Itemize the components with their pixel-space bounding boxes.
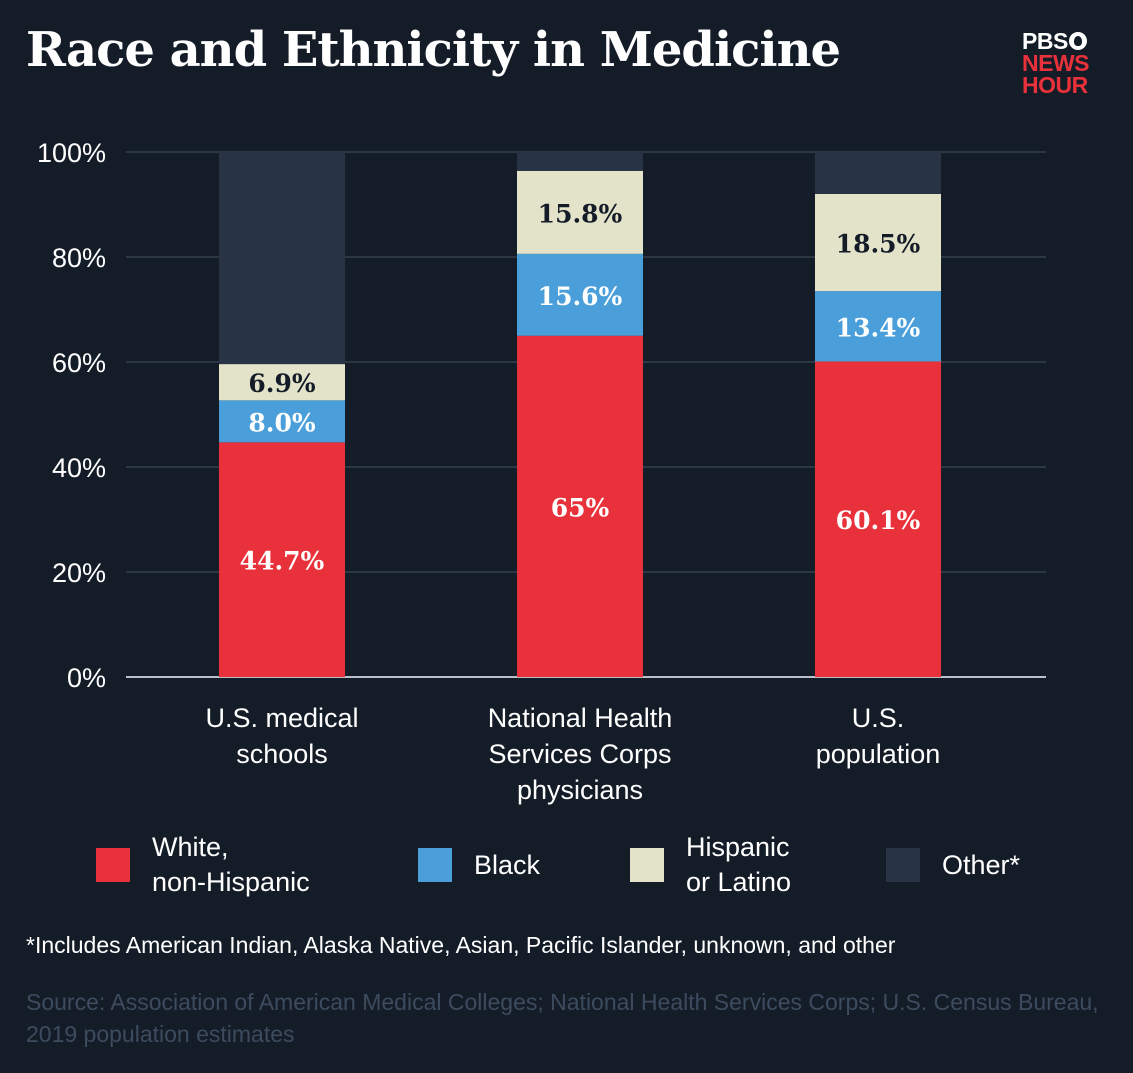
x-axis: U.S. medical schools National Health Servic… (205, 703, 940, 805)
footnote: *Includes American Indian, Alaska Native… (26, 932, 896, 958)
data-label: 15.6% (538, 282, 623, 311)
bar-segment (219, 152, 345, 365)
data-label: 65% (551, 493, 610, 522)
legend-item: Other* (886, 830, 1020, 900)
data-label: 6.9% (248, 369, 315, 398)
x-tick-label: U.S. (852, 703, 905, 733)
pbs-head-icon (1068, 32, 1087, 50)
bar-segment (517, 152, 643, 171)
logo-text-news: NEWS (1022, 50, 1090, 76)
data-label: 15.8% (538, 199, 623, 228)
y-tick-label: 60% (52, 348, 106, 378)
stacked-bar-chart: 0% 20% 40% 60% 80% 100% 44.7% 8.0% 6.9% 65% 15.6%… (37, 138, 1046, 805)
y-tick-label: 20% (52, 558, 106, 588)
legend-label: Black (474, 849, 541, 880)
data-label: 13.4% (836, 313, 921, 342)
legend-swatch (418, 848, 452, 882)
x-tick-label: National Health (488, 703, 673, 733)
legend-swatch (886, 848, 920, 882)
y-tick-label: 40% (52, 453, 106, 483)
x-tick-label: U.S. medical (205, 703, 358, 733)
bar-segment (219, 442, 345, 677)
logo-text-pbs: PBS (1022, 28, 1068, 54)
data-label: 44.7% (240, 547, 325, 576)
x-tick-label: physicians (517, 775, 643, 805)
data-label: 60.1% (836, 506, 921, 535)
y-tick-label: 80% (52, 243, 106, 273)
y-tick-label: 0% (67, 663, 106, 693)
legend-label: Hispanic or Latino (686, 832, 792, 897)
x-tick-label: schools (236, 739, 328, 769)
legend-swatch (630, 848, 664, 882)
y-tick-label: 100% (37, 138, 106, 168)
bar-segment (517, 253, 643, 336)
bar-segment (815, 194, 941, 292)
chart-title: Race and Ethnicity in Medicine (26, 22, 841, 78)
bars: 44.7% 8.0% 6.9% 65% 15.6% 15.8% 60.1% 13.4% 18.5… (219, 152, 941, 677)
legend-item: Black (418, 830, 540, 900)
logo-text-hour: HOUR (1022, 72, 1088, 98)
bar-segment (219, 400, 345, 443)
data-label: 18.5% (836, 230, 921, 259)
pbs-newshour-logo: PBS NEWS HOUR (1022, 28, 1112, 98)
y-axis: 0% 20% 40% 60% 80% 100% (37, 138, 106, 693)
bar-segment (815, 152, 941, 194)
x-tick-label: Services Corps (488, 739, 671, 769)
bar-segment (815, 291, 941, 362)
legend-label: Other* (942, 849, 1021, 880)
bar-segment (219, 364, 345, 401)
source-note: Source: Association of American Medical … (26, 989, 1099, 1047)
bar-segment (815, 361, 941, 677)
legend: White, non-Hispanic Black Hispanic or Lati… (96, 830, 1076, 900)
legend-item: Hispanic or Latino (630, 830, 791, 900)
bar-segment (517, 170, 643, 254)
data-label: 8.0% (248, 408, 315, 437)
legend-item: White, non-Hispanic (96, 830, 310, 900)
bar-segment (517, 335, 643, 677)
x-tick-label: population (816, 739, 941, 769)
legend-swatch (96, 848, 130, 882)
legend-label: White, non-Hispanic (152, 832, 310, 897)
